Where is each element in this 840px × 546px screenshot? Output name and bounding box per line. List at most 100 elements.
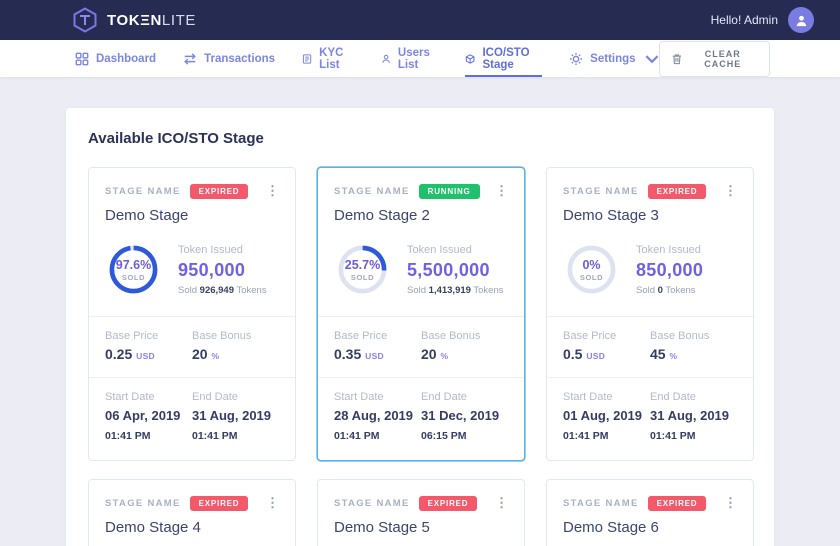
nav-label: Settings <box>590 52 636 65</box>
start-date-label: Start Date <box>334 391 384 403</box>
stage-name-label: STAGE NAME <box>334 497 410 509</box>
nav-item-transactions[interactable]: Transactions <box>183 40 275 77</box>
stage-name: Demo Stage 5 <box>334 518 430 536</box>
user-greeting: Hello! Admin <box>711 7 814 33</box>
stage-name-label: STAGE NAME <box>105 186 181 197</box>
card-header: STAGE NAME EXPIRED Demo Stage 4 ⋮ <box>89 480 295 546</box>
user-avatar[interactable] <box>788 7 814 33</box>
kebab-menu-icon[interactable]: ⋮ <box>724 183 737 198</box>
kebab-menu-icon[interactable]: ⋮ <box>266 183 279 198</box>
date-section: Start Date 06 Apr, 2019 01:41 PM End Dat… <box>89 378 295 460</box>
kebab-menu-icon[interactable]: ⋮ <box>724 494 737 510</box>
start-time: 01:41 PM <box>563 429 609 442</box>
nav-items: Dashboard Transactions KYC List Users Li… <box>75 40 659 77</box>
greeting-text: Hello! Admin <box>710 13 778 27</box>
transactions-icon <box>184 52 196 65</box>
sold-amount: 0 <box>657 284 663 296</box>
card-header: STAGE NAME EXPIRED Demo Stage ⋮ <box>89 168 295 237</box>
dashboard-icon <box>75 52 89 65</box>
chevron-down-icon <box>645 54 658 63</box>
cards-grid: STAGE NAME EXPIRED Demo Stage ⋮ 97.6% SO… <box>88 167 754 546</box>
token-issued-value: 5,500,000 <box>407 259 490 280</box>
kebab-menu-icon[interactable]: ⋮ <box>495 183 508 198</box>
sold-tokens-line: Sold 926,949 Tokens <box>178 284 267 296</box>
start-date-value: 28 Aug, 2019 01:41 PM <box>334 408 414 442</box>
stage-card: STAGE NAME RUNNING Demo Stage 2 ⋮ 25.7% … <box>317 167 525 461</box>
kebab-menu-icon[interactable]: ⋮ <box>266 494 279 510</box>
token-section: 0% SOLD Token Issued 850,000 Sold 0 Toke… <box>547 237 753 316</box>
status-badge: EXPIRED <box>189 495 249 511</box>
base-bonus-label: Base Bonus <box>650 330 710 342</box>
divider <box>318 377 524 378</box>
settings-icon <box>570 52 583 65</box>
start-time: 01:41 PM <box>105 429 151 442</box>
kyc-list-icon <box>302 53 312 64</box>
end-date-label: End Date <box>650 391 696 403</box>
stage-name: Demo Stage 4 <box>105 518 201 536</box>
stage-name-label: STAGE NAME <box>334 186 410 197</box>
sold-donut-chart: 0% SOLD <box>563 241 620 298</box>
stage-name: Demo Stage 6 <box>563 518 659 536</box>
base-price-label: Base Price <box>105 330 159 342</box>
clear-cache-button[interactable]: CLEAR CACHE <box>658 40 770 77</box>
base-bonus-unit: % <box>669 351 678 361</box>
base-price-value: 0.35 USD <box>334 346 384 362</box>
end-date-label: End Date <box>421 391 467 403</box>
stage-card: STAGE NAME EXPIRED Demo Stage 5 ⋮ 0% SOL… <box>317 478 525 546</box>
card-header: STAGE NAME EXPIRED Demo Stage 6 ⋮ <box>547 480 753 546</box>
base-bonus-value: 20 % <box>421 346 449 362</box>
stage-name-label: STAGE NAME <box>563 497 639 509</box>
end-date-value: 31 Aug, 2019 01:41 PM <box>650 408 730 442</box>
status-badge: EXPIRED <box>647 184 707 199</box>
price-section: Base Price 0.5 USD Base Bonus 45 % <box>547 317 753 377</box>
base-price-unit: USD <box>586 351 606 361</box>
nav-label: Transactions <box>204 52 276 65</box>
divider <box>89 316 295 317</box>
kebab-menu-icon[interactable]: ⋮ <box>495 494 508 510</box>
nav-item-users-list[interactable]: Users List <box>381 40 438 77</box>
end-time: 01:41 PM <box>650 429 696 442</box>
brand-logo[interactable]: TOKΞNLITE <box>72 7 196 33</box>
base-bonus-unit: % <box>440 351 449 361</box>
card-header: STAGE NAME EXPIRED Demo Stage 3 ⋮ <box>547 168 753 237</box>
sold-amount: 926,949 <box>199 284 234 296</box>
page-title: Available ICO/STO Stage <box>88 130 264 147</box>
sold-percent: 0% <box>582 257 601 272</box>
card-header: STAGE NAME RUNNING Demo Stage 2 ⋮ <box>318 168 524 237</box>
start-date-value: 01 Aug, 2019 01:41 PM <box>563 408 643 442</box>
sold-tokens-line: Sold 1,413,919 Tokens <box>407 284 504 296</box>
base-price-label: Base Price <box>334 330 388 342</box>
base-price-unit: USD <box>136 351 155 361</box>
divider <box>547 316 753 317</box>
stage-name-label: STAGE NAME <box>563 186 639 197</box>
stage-name-label: STAGE NAME <box>105 497 181 509</box>
card-header: STAGE NAME EXPIRED Demo Stage 5 ⋮ <box>318 480 524 546</box>
base-bonus-label: Base Bonus <box>192 330 252 342</box>
start-date-label: Start Date <box>105 391 155 403</box>
end-date-value: 31 Aug, 2019 01:41 PM <box>192 408 272 442</box>
end-time: 01:41 PM <box>192 429 238 442</box>
token-section: 97.6% SOLD Token Issued 950,000 Sold 926… <box>89 237 295 316</box>
nav-item-kyc-list[interactable]: KYC List <box>302 40 354 77</box>
base-bonus-label: Base Bonus <box>421 330 481 342</box>
nav-item-settings[interactable]: Settings <box>569 40 658 77</box>
end-date-value: 31 Dec, 2019 06:15 PM <box>421 408 500 442</box>
token-issued-value: 950,000 <box>178 259 246 280</box>
nav-label: KYC List <box>319 46 344 71</box>
nav-item-ico-sto-stage[interactable]: ICO/STO Stage <box>465 40 543 77</box>
sold-tokens-line: Sold 0 Tokens <box>636 284 696 296</box>
end-date-label: End Date <box>192 391 238 403</box>
price-section: Base Price 0.35 USD Base Bonus 20 % <box>318 317 524 377</box>
base-price-value: 0.25 USD <box>105 346 155 362</box>
tokenlite-logo-icon <box>73 7 97 33</box>
stage-name: Demo Stage <box>105 207 189 224</box>
sold-amount: 1,413,919 <box>428 284 471 296</box>
content-panel: Available ICO/STO Stage STAGE NAME EXPIR… <box>66 108 774 546</box>
sold-caption: SOLD <box>350 272 375 282</box>
nav-item-dashboard[interactable]: Dashboard <box>75 40 156 77</box>
token-issued-label: Token Issued <box>178 243 243 256</box>
stage-card: STAGE NAME EXPIRED Demo Stage ⋮ 97.6% SO… <box>88 167 296 461</box>
status-badge: RUNNING <box>418 184 480 199</box>
date-section: Start Date 28 Aug, 2019 01:41 PM End Dat… <box>318 378 524 460</box>
token-section: 25.7% SOLD Token Issued 5,500,000 Sold 1… <box>318 237 524 316</box>
